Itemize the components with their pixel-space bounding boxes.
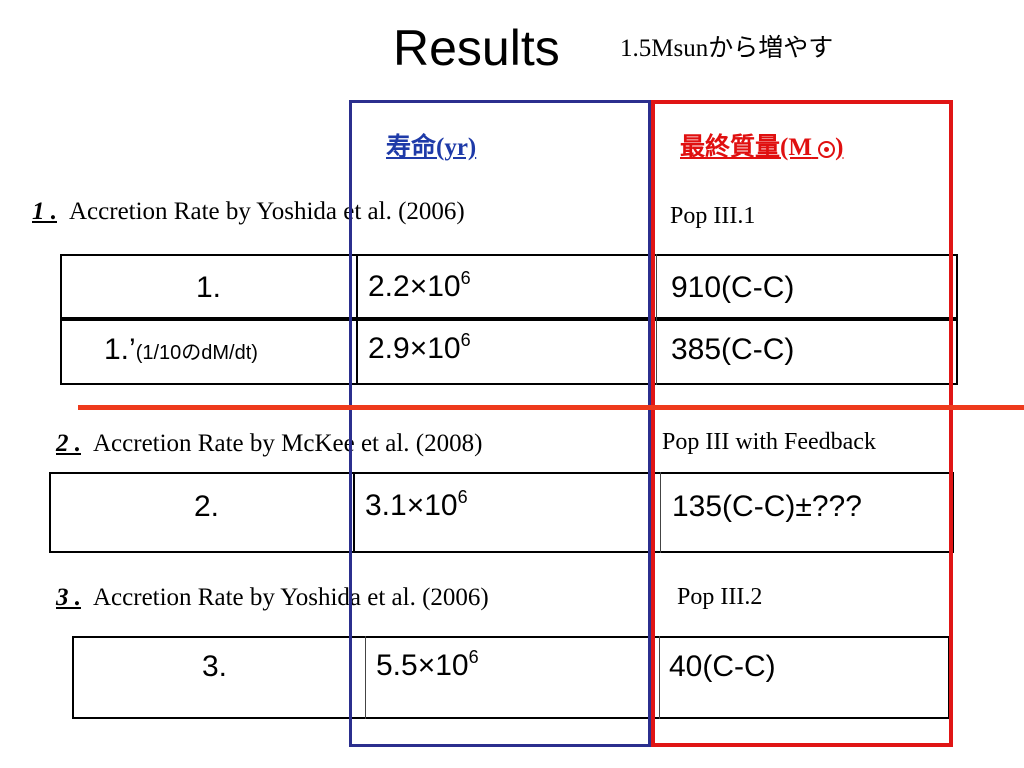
- final-mass-value: 135(C-C)±???: [672, 490, 862, 523]
- section-2-note: Pop III with Feedback: [662, 429, 876, 455]
- mass-column-label-suffix: ): [835, 134, 844, 161]
- lifetime-column-highlight: [349, 100, 651, 747]
- table-row-label: 1.: [196, 271, 222, 304]
- section-number: 2 .: [56, 430, 81, 457]
- slide-subtitle: 1.5Msunから増やす: [620, 35, 834, 62]
- section-divider-line: [78, 405, 1024, 410]
- section-3-heading: 3 . Accretion Rate by Yoshida et al. (200…: [56, 582, 489, 614]
- final-mass-value: 910(C-C): [671, 271, 795, 304]
- lifetime-value: 2.9×106: [368, 330, 471, 365]
- results-table-1: 1. 2.2×106 910(C-C) 1.’(1/10のdM/dt) 2.9×…: [60, 254, 958, 385]
- section-2-heading: 2 . Accretion Rate by McKee et al. (2008): [56, 428, 482, 460]
- lifetime-column-header: 寿命(yr): [386, 134, 477, 161]
- lifetime-value: 5.5×106: [376, 647, 479, 682]
- final-mass-value: 385(C-C): [671, 333, 795, 366]
- section-number: 1 .: [32, 198, 57, 225]
- mass-column-highlight: [651, 100, 953, 747]
- section-number: 3 .: [56, 584, 81, 611]
- mass-column-label: 最終質量(M: [680, 134, 812, 161]
- results-table-3: 3. 5.5×106 40(C-C): [72, 636, 950, 719]
- section-text: Accretion Rate by Yoshida et al. (2006): [93, 584, 489, 611]
- lifetime-value: 2.2×106: [368, 268, 471, 303]
- final-mass-value: 40(C-C): [669, 650, 776, 683]
- sun-symbol-icon: [818, 141, 836, 158]
- section-1-heading: 1 . Accretion Rate by Yoshida et al. (200…: [32, 196, 465, 228]
- mass-column-header: 最終質量(M ): [680, 132, 844, 164]
- section-text: Accretion Rate by McKee et al. (2008): [93, 430, 483, 457]
- table-row-label: 2.: [194, 490, 220, 523]
- section-1-note: Pop III.1: [670, 203, 756, 229]
- lifetime-value: 3.1×106: [365, 487, 468, 522]
- section-text: Accretion Rate by Yoshida et al. (2006): [69, 198, 465, 225]
- table-row-label: 3.: [202, 650, 228, 683]
- section-3-note: Pop III.2: [677, 584, 763, 610]
- table-row-label: 1.’(1/10のdM/dt): [104, 333, 258, 366]
- slide-title: Results: [393, 20, 560, 76]
- results-table-2: 2. 3.1×106 135(C-C)±???: [49, 472, 954, 553]
